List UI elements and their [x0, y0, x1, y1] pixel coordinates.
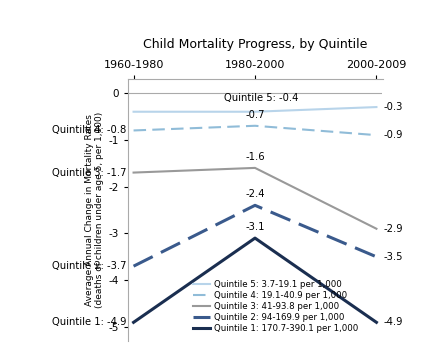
Text: -0.9: -0.9 — [384, 130, 403, 140]
Text: Quintile 4: -0.8: Quintile 4: -0.8 — [52, 125, 126, 135]
Text: -1.6: -1.6 — [245, 152, 265, 162]
Y-axis label: Average Annual Change in Mortality Rates
(deaths of children under age 5, per 1,: Average Annual Change in Mortality Rates… — [85, 112, 104, 308]
Text: Quintile 1: -4.9: Quintile 1: -4.9 — [52, 317, 126, 327]
Text: -4.9: -4.9 — [384, 317, 403, 327]
Text: Quintile 3: -1.7: Quintile 3: -1.7 — [52, 168, 126, 178]
Text: -2.4: -2.4 — [245, 189, 265, 199]
Text: -2.9: -2.9 — [384, 224, 403, 234]
Text: -0.7: -0.7 — [245, 110, 265, 120]
Legend: Quintile 5: 3.7-19.1 per 1,000, Quintile 4: 19.1-40.9 per 1,000, Quintile 3: 41-: Quintile 5: 3.7-19.1 per 1,000, Quintile… — [189, 276, 362, 337]
Text: -0.3: -0.3 — [384, 102, 403, 112]
Text: Quintile 2: -3.7: Quintile 2: -3.7 — [52, 261, 126, 271]
Text: -3.1: -3.1 — [245, 222, 265, 232]
Text: -3.5: -3.5 — [384, 252, 403, 262]
Title: Child Mortality Progress, by Quintile: Child Mortality Progress, by Quintile — [143, 38, 367, 51]
Text: Quintile 5: -0.4: Quintile 5: -0.4 — [224, 93, 298, 103]
